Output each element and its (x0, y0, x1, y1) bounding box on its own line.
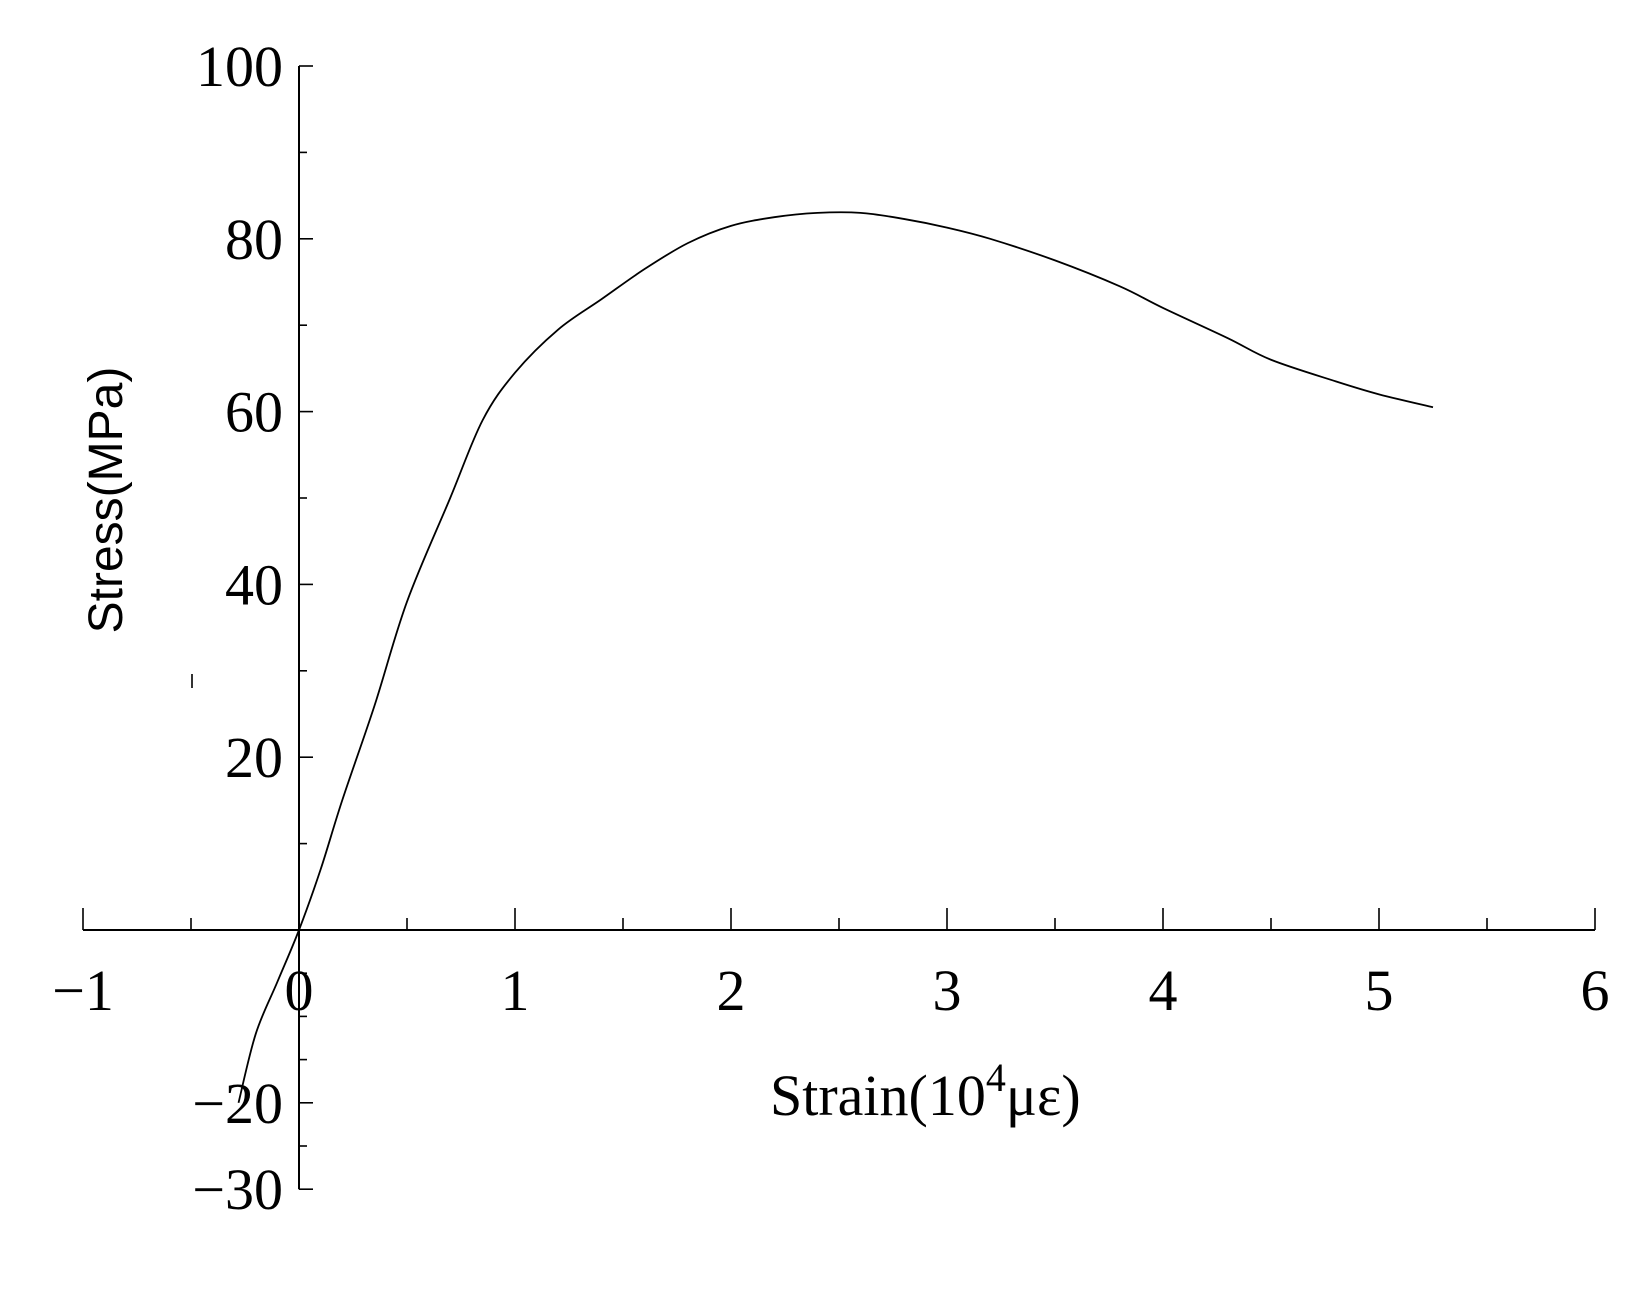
x-axis-label-close: ) (1061, 1063, 1080, 1128)
stress-strain-curve (237, 211, 1434, 1104)
y-tick-label: 60 (225, 380, 283, 445)
y-tick-label: 20 (225, 725, 283, 790)
x-tick-label: 6 (1581, 958, 1610, 1023)
x-axis-label-exponent: 4 (986, 1055, 1006, 1100)
plot-area (237, 211, 1434, 1104)
x-tick-label: 4 (1149, 958, 1178, 1023)
y-tick-label: 100 (196, 34, 283, 99)
y-tick-label: 80 (225, 207, 283, 272)
x-tick-label: 3 (933, 958, 962, 1023)
x-axis: −1 0 1 2 3 4 5 6 (52, 908, 1610, 1023)
y-axis: −30 −20 20 40 60 80 100 (192, 34, 313, 1222)
y-axis-label: Stress(MPa) (80, 367, 133, 634)
x-tick-label: 2 (717, 958, 746, 1023)
x-axis-label: Strain(104με) (770, 1055, 1081, 1128)
x-tick-label: −1 (52, 958, 114, 1023)
y-tick-label: 40 (225, 552, 283, 617)
x-axis-label-main: Strain(10 (770, 1063, 986, 1128)
y-tick-label: −20 (192, 1071, 283, 1136)
x-tick-label: 0 (285, 958, 314, 1023)
x-axis-label-unit: με (1006, 1063, 1061, 1128)
x-tick-label: 5 (1365, 958, 1394, 1023)
y-tick-label: −30 (192, 1157, 283, 1222)
x-tick-label: 1 (501, 958, 530, 1023)
